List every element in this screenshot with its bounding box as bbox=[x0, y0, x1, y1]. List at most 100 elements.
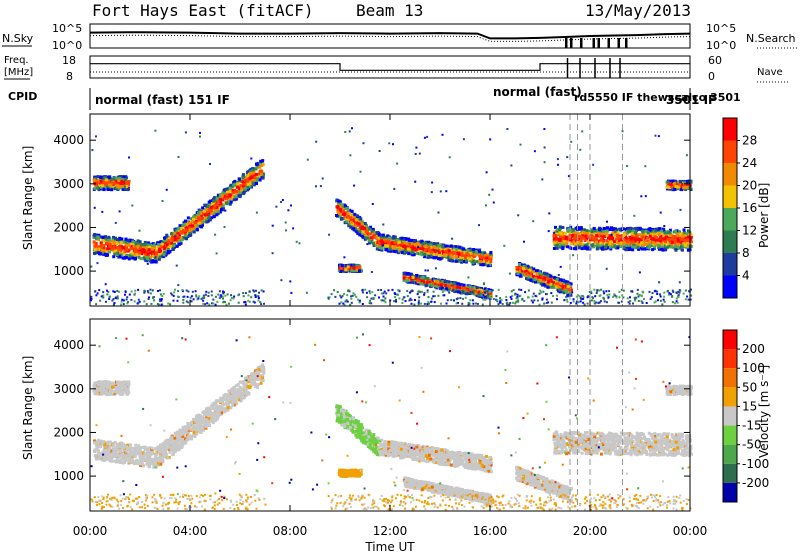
echo-cell bbox=[151, 249, 155, 253]
echo-cell bbox=[653, 245, 656, 249]
echo-cell bbox=[365, 225, 369, 229]
ground-scatter-cell bbox=[338, 302, 341, 305]
echo-cell bbox=[214, 209, 218, 213]
echo-cell bbox=[655, 243, 659, 247]
echo-cell bbox=[259, 172, 263, 176]
ground-scatter-cell bbox=[606, 294, 609, 297]
echo-cell bbox=[682, 244, 686, 248]
echo-cell bbox=[157, 257, 161, 261]
noise-spike bbox=[592, 38, 595, 48]
echo-cell bbox=[552, 247, 556, 250]
echo-cell bbox=[106, 185, 110, 189]
echo-cell bbox=[665, 185, 669, 189]
ground-scatter-cell bbox=[244, 301, 247, 303]
echo-cell bbox=[668, 180, 672, 184]
ground-scatter-cell bbox=[176, 295, 179, 298]
echo-cell bbox=[259, 159, 263, 163]
echo-cell bbox=[136, 247, 140, 251]
echo-cell bbox=[446, 252, 450, 256]
echo-cell bbox=[437, 251, 441, 255]
echo-cell bbox=[241, 180, 245, 184]
ground-scatter-cell bbox=[224, 294, 227, 297]
ground-scatter-cell bbox=[263, 302, 265, 305]
echo-cell bbox=[361, 220, 364, 224]
ground-scatter-cell bbox=[345, 299, 348, 302]
echo-cell bbox=[461, 287, 465, 291]
ground-scatter-cell bbox=[487, 293, 490, 296]
ground-scatter-cell bbox=[257, 299, 260, 302]
echo-cell bbox=[458, 249, 462, 253]
ground-scatter-cell bbox=[192, 298, 195, 301]
echo-cell bbox=[170, 241, 174, 245]
echo-cell bbox=[341, 209, 345, 213]
echo-cell bbox=[345, 220, 349, 224]
echo-cell bbox=[126, 188, 130, 192]
echo-cell bbox=[124, 237, 128, 241]
echo-cell bbox=[215, 205, 219, 209]
echo-cell bbox=[145, 254, 149, 258]
echo-cell bbox=[136, 244, 140, 248]
ground-scatter-cell bbox=[96, 292, 99, 295]
ground-scatter-cell bbox=[258, 291, 260, 294]
ground-scatter-cell bbox=[452, 289, 454, 292]
echo-cell bbox=[256, 176, 260, 180]
echo-cell bbox=[242, 181, 246, 185]
ground-scatter-cell bbox=[217, 293, 220, 296]
ground-scatter-cell bbox=[417, 290, 420, 293]
echo-cell bbox=[258, 165, 262, 169]
echo-cell bbox=[221, 191, 225, 195]
ground-scatter-cell bbox=[173, 291, 176, 294]
ground-scatter-cell bbox=[536, 299, 539, 302]
echo-cell bbox=[419, 247, 423, 251]
echo-cell bbox=[423, 243, 427, 247]
echo-cell bbox=[658, 227, 662, 231]
echo-cell bbox=[664, 247, 668, 251]
echo-cell bbox=[249, 169, 253, 173]
echo-cell bbox=[119, 241, 123, 245]
echo-cell bbox=[121, 256, 125, 260]
nsky-line bbox=[89, 31, 691, 40]
ground-scatter-cell bbox=[615, 296, 618, 299]
echo-cell bbox=[484, 253, 488, 256]
ground-scatter-cell bbox=[397, 289, 400, 292]
echo-cell bbox=[546, 282, 549, 286]
echo-cell bbox=[119, 181, 123, 185]
echo-cell bbox=[379, 246, 383, 250]
echo-cell bbox=[421, 240, 425, 244]
echo-cell bbox=[605, 246, 609, 250]
echo-cell bbox=[605, 243, 609, 247]
echo-cell bbox=[610, 242, 614, 246]
echo-cell bbox=[235, 185, 239, 189]
ground-scatter-cell bbox=[629, 300, 632, 303]
echo-cell bbox=[134, 248, 138, 252]
echo-cell bbox=[97, 245, 101, 249]
echo-cell bbox=[636, 240, 640, 244]
echo-cell bbox=[242, 192, 246, 195]
echo-cell bbox=[164, 252, 168, 256]
echo-cell bbox=[171, 239, 175, 242]
echo-cell bbox=[359, 222, 363, 226]
ground-scatter-cell bbox=[118, 290, 120, 293]
echo-cell bbox=[438, 247, 442, 251]
ground-scatter-cell bbox=[416, 293, 419, 296]
echo-cell bbox=[340, 264, 344, 268]
echo-cell bbox=[387, 249, 391, 253]
echo-cell bbox=[184, 229, 188, 233]
echo-cell bbox=[354, 218, 358, 222]
ground-scatter-cell bbox=[602, 296, 605, 299]
echo-cell bbox=[114, 186, 118, 190]
echo-cell bbox=[402, 250, 406, 254]
echo-cell bbox=[627, 227, 631, 231]
echo-cell bbox=[249, 167, 253, 171]
echo-cell bbox=[134, 246, 138, 250]
ground-scatter-cell bbox=[370, 302, 373, 305]
ground-scatter-cell bbox=[593, 288, 596, 291]
echo-cell bbox=[409, 244, 413, 248]
ground-scatter-cell bbox=[497, 303, 500, 306]
ground-scatter-cell bbox=[112, 303, 115, 306]
echo-cell bbox=[416, 279, 420, 283]
echo-cell bbox=[485, 256, 489, 260]
echo-cell bbox=[365, 230, 369, 234]
echo-cell bbox=[567, 288, 571, 292]
